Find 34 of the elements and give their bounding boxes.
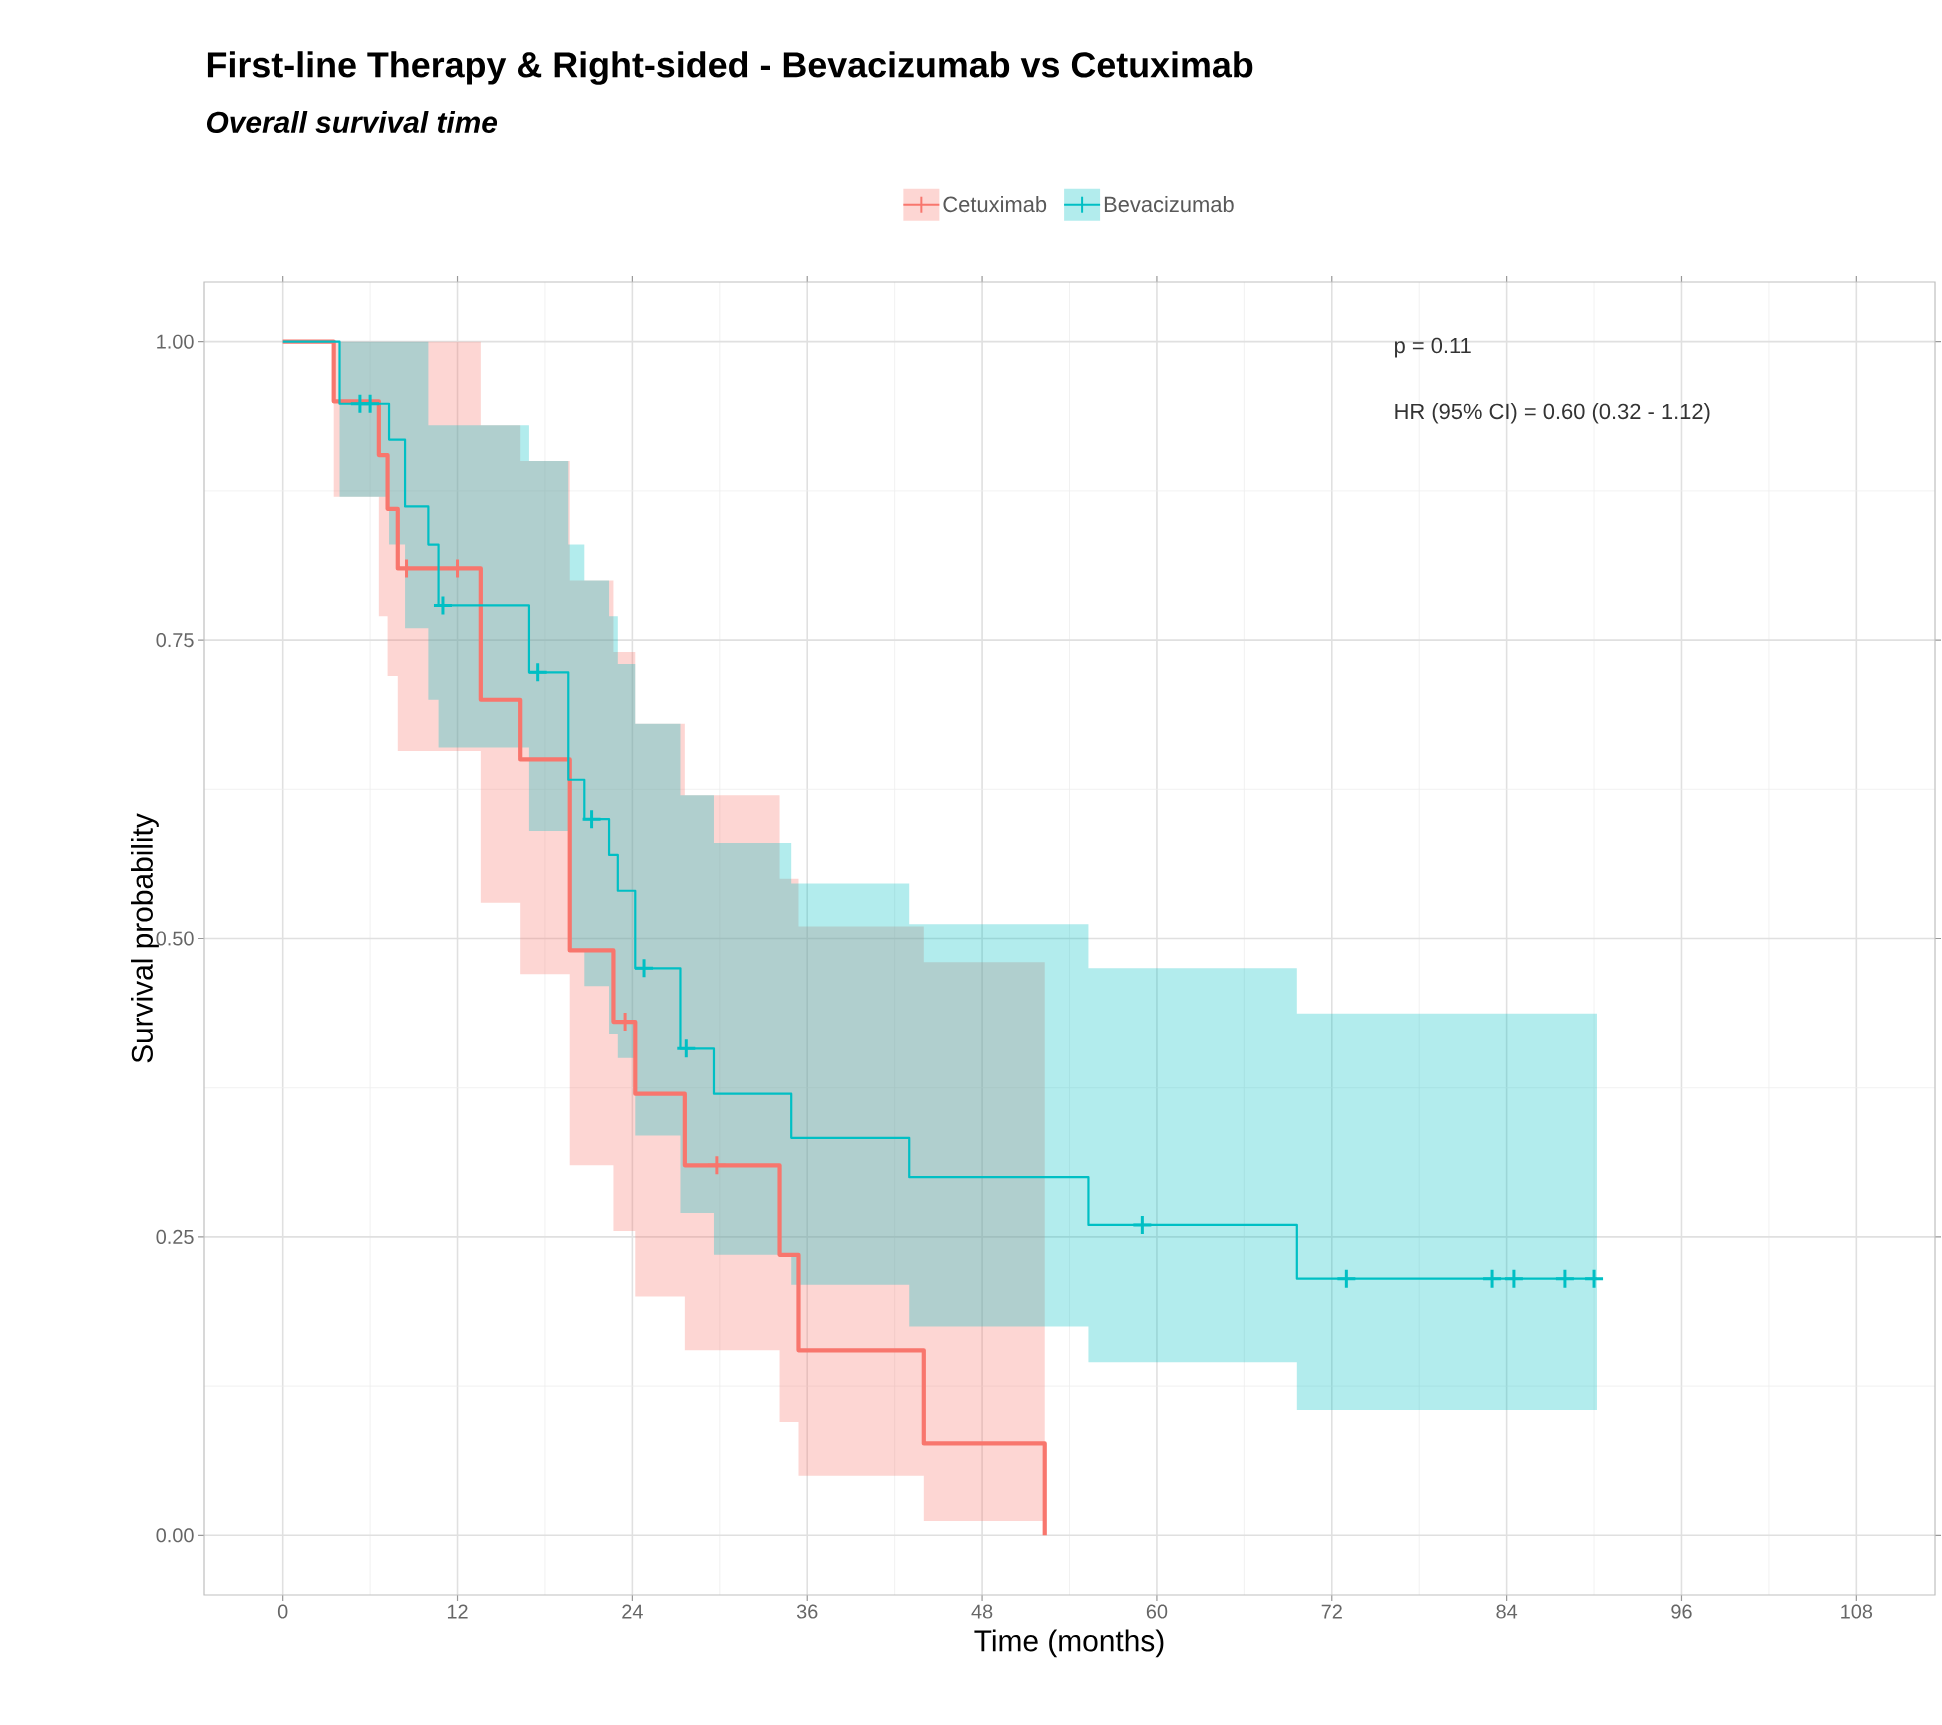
point bbox=[1503, 1268, 1525, 1290]
y-tick-label: 0.25 bbox=[156, 1229, 194, 1244]
x-tick-label: 84 bbox=[1496, 1604, 1518, 1619]
point bbox=[359, 393, 381, 415]
chart-title: First-line Therapy & Right-sided - Bevacizumab vs Cetuximab bbox=[207, 51, 1253, 85]
point bbox=[432, 594, 454, 616]
point bbox=[581, 808, 603, 830]
point bbox=[1583, 1268, 1605, 1290]
x-tick-label: 60 bbox=[1146, 1604, 1168, 1619]
x-tick-label: 24 bbox=[622, 1604, 643, 1619]
y-tick-label: 0.75 bbox=[156, 633, 194, 648]
point bbox=[633, 957, 655, 979]
point bbox=[706, 1154, 728, 1176]
point bbox=[527, 661, 549, 683]
x-tick-label: 12 bbox=[447, 1604, 468, 1619]
x-axis-title: Time (months) bbox=[974, 1629, 1164, 1658]
x-tick-label: 72 bbox=[1321, 1604, 1342, 1619]
chart-subtitle: Overall survival time bbox=[206, 111, 498, 133]
annotation: p = 0.11 bbox=[1394, 337, 1471, 358]
legend-label: Cetuximab bbox=[943, 196, 1047, 213]
x-tick-label: 48 bbox=[971, 1604, 993, 1619]
point bbox=[1131, 1214, 1153, 1236]
x-tick-label: 36 bbox=[796, 1604, 818, 1619]
point bbox=[675, 1037, 697, 1059]
x-tick-label: 96 bbox=[1671, 1604, 1692, 1619]
legend-label: Bevacizumab bbox=[1104, 196, 1234, 213]
y-tick-label: 1.00 bbox=[157, 334, 194, 349]
point bbox=[1554, 1268, 1576, 1290]
annotation: HR (95% CI) = 0.60 (0.32 - 1.12) bbox=[1395, 403, 1710, 424]
x-tick-label: 0 bbox=[277, 1604, 288, 1619]
y-tick-label: 0.00 bbox=[156, 1528, 194, 1543]
point bbox=[1481, 1268, 1503, 1290]
x-tick-label: 108 bbox=[1841, 1604, 1873, 1619]
point bbox=[1335, 1268, 1357, 1290]
